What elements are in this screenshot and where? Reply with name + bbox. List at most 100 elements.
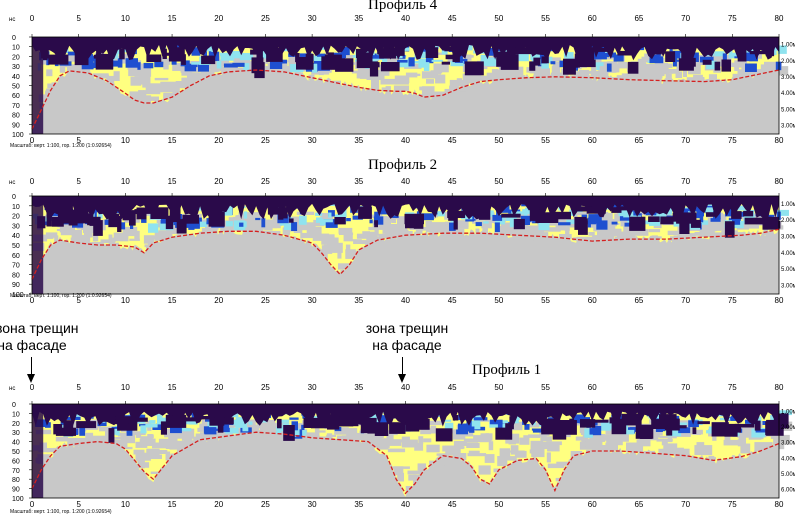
x-tick-label: 65 <box>634 14 643 23</box>
depth-label: 5.00м <box>781 472 795 478</box>
x-tick-label: 40 <box>401 14 410 23</box>
low-amplitude-patch <box>320 213 334 224</box>
low-amplitude-patch <box>778 225 784 230</box>
strong-reflection-streak <box>559 420 577 435</box>
strong-reflection-streak <box>288 218 294 223</box>
mid-amplitude-patch <box>248 421 253 425</box>
low-amplitude-patch <box>176 448 193 458</box>
low-amplitude-patch <box>178 441 186 451</box>
depth-label: 6.00м <box>781 488 795 494</box>
mid-amplitude-patch <box>745 63 757 72</box>
x-tick-label-bottom: 15 <box>168 136 177 145</box>
depth-label: 2.00м <box>781 425 795 431</box>
mid-amplitude-patch <box>97 212 103 219</box>
low-amplitude-patch <box>694 232 706 236</box>
mid-amplitude-patch <box>667 427 682 437</box>
strong-reflection-streak <box>651 419 667 429</box>
y-tick-label: 90 <box>12 487 20 494</box>
x-tick-label-bottom: 75 <box>728 500 737 509</box>
low-amplitude-patch <box>604 434 620 441</box>
mid-amplitude-patch <box>135 414 146 420</box>
mid-amplitude-patch <box>525 207 531 213</box>
mid-amplitude-patch <box>532 429 543 433</box>
mid-amplitude-patch <box>457 423 471 432</box>
low-amplitude-patch <box>165 451 171 461</box>
low-amplitude-patch <box>533 68 550 78</box>
low-amplitude-patch <box>364 246 377 257</box>
low-amplitude-patch <box>59 65 66 73</box>
low-amplitude-patch <box>502 456 517 461</box>
strong-reflection-streak <box>574 216 587 230</box>
strong-reflection-streak <box>563 58 576 75</box>
low-amplitude-patch <box>588 232 595 236</box>
strong-reflection-streak <box>629 216 646 231</box>
x-tick-label-bottom: 55 <box>541 136 550 145</box>
mid-amplitude-patch <box>423 62 430 71</box>
x-tick-label-bottom: 75 <box>728 136 737 145</box>
low-amplitude-patch <box>643 77 662 86</box>
mid-amplitude-patch <box>450 61 464 67</box>
strong-reflection-streak <box>266 47 283 62</box>
strong-reflection-streak <box>616 206 636 211</box>
mid-amplitude-patch <box>320 219 333 226</box>
depth-label: 1.00м <box>781 43 795 49</box>
strong-reflection-streak <box>453 217 458 230</box>
mid-amplitude-patch <box>778 410 792 416</box>
mid-amplitude-patch <box>157 415 163 425</box>
low-amplitude-patch <box>267 423 275 426</box>
low-amplitude-patch <box>415 228 423 234</box>
mid-amplitude-patch <box>596 215 602 225</box>
mid-amplitude-patch <box>514 53 526 57</box>
low-amplitude-patch <box>56 229 61 231</box>
y-tick-label: 20 <box>12 54 20 61</box>
low-amplitude-patch <box>706 79 720 90</box>
low-amplitude-patch <box>92 73 109 77</box>
mid-amplitude-patch <box>203 426 209 434</box>
strong-reflection-streak <box>441 61 450 65</box>
low-amplitude-patch <box>60 226 75 236</box>
depth-label: 2.00м <box>781 59 795 65</box>
strong-reflection-streak <box>184 417 199 422</box>
low-amplitude-patch <box>546 441 562 446</box>
strong-reflection-streak <box>627 61 639 74</box>
x-tick-label: 20 <box>214 177 223 186</box>
strong-reflection-streak <box>464 61 484 76</box>
low-amplitude-patch <box>565 227 570 238</box>
low-amplitude-patch <box>84 229 93 238</box>
low-amplitude-patch <box>113 71 120 81</box>
low-amplitude-patch <box>627 226 641 236</box>
low-amplitude-patch <box>314 428 320 436</box>
low-amplitude-patch <box>466 442 480 448</box>
strong-reflection-streak <box>146 54 162 62</box>
mid-amplitude-patch <box>154 61 164 68</box>
low-amplitude-patch <box>589 434 606 442</box>
low-amplitude-patch <box>440 228 451 238</box>
low-amplitude-patch <box>193 436 207 446</box>
y-tick-label: 100 <box>12 496 24 503</box>
low-amplitude-patch <box>637 58 655 63</box>
low-amplitude-patch <box>71 230 82 240</box>
strong-reflection-streak <box>586 206 606 214</box>
boundary-line <box>31 431 780 495</box>
low-amplitude-patch <box>393 466 404 476</box>
x-tick-label-bottom: 5 <box>76 136 81 145</box>
low-amplitude-patch <box>143 235 155 244</box>
low-amplitude-patch <box>505 433 520 444</box>
x-tick-label: 40 <box>401 383 410 392</box>
low-amplitude-patch <box>473 82 483 92</box>
low-amplitude-patch <box>170 440 185 444</box>
low-amplitude-patch <box>623 237 630 244</box>
low-amplitude-patch <box>528 434 541 438</box>
x-tick-label-bottom: 50 <box>494 296 503 304</box>
strong-reflection-streak <box>405 218 417 229</box>
mid-amplitude-patch <box>509 218 517 228</box>
mid-amplitude-patch <box>140 425 147 434</box>
mid-amplitude-patch <box>494 222 500 232</box>
strong-reflection-streak <box>702 59 712 65</box>
crack-zone-label-middle: зона трещин на фасаде <box>362 320 452 354</box>
low-amplitude-patch <box>591 445 607 455</box>
mid-amplitude-patch <box>203 50 207 57</box>
low-amplitude-patch <box>708 74 717 82</box>
low-amplitude-patch <box>651 66 664 76</box>
x-tick-label: 80 <box>775 14 784 23</box>
